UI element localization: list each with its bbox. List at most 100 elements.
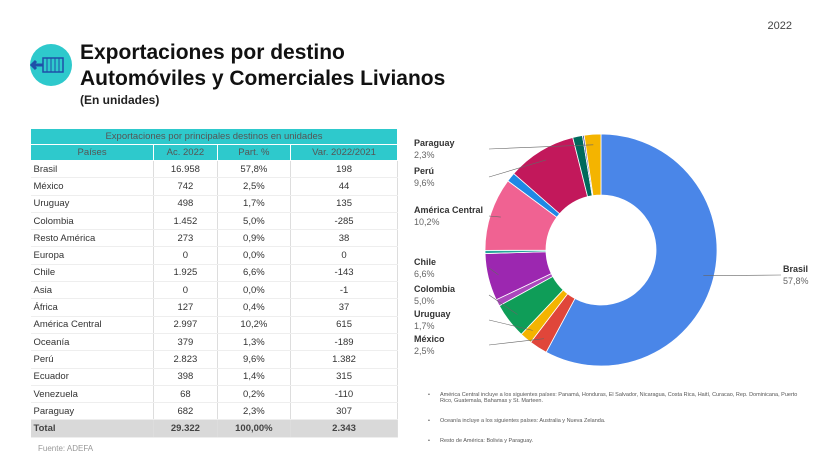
- slice-label-pct: 9,6%: [414, 178, 435, 188]
- table-cell: -110: [290, 385, 398, 404]
- table-cell: 2,5%: [217, 177, 292, 196]
- table-row: Asia 0 0,0% -1: [30, 281, 398, 300]
- table-row: América Central 2.997 10,2% 615: [30, 316, 398, 334]
- table-cell: 0: [290, 246, 398, 265]
- table-row: México 742 2,5% 44: [30, 177, 398, 196]
- table-cell: México: [30, 177, 155, 196]
- total-cell: Total: [30, 419, 155, 438]
- slice-label-pct: 6,6%: [414, 269, 435, 279]
- slice-label-pct: 10,2%: [414, 217, 440, 227]
- table-cell: Colombia: [30, 212, 155, 231]
- leader-line: [488, 159, 547, 178]
- table-cell: -285: [290, 212, 398, 231]
- table-cell: 6,6%: [217, 264, 292, 283]
- table-cell: 127: [153, 298, 218, 317]
- table-cell: Perú: [30, 350, 155, 369]
- slice-label: Perú 9,6%: [414, 165, 435, 189]
- table-cell: 0,4%: [217, 298, 292, 317]
- table-cell: 2.997: [153, 316, 218, 334]
- leader-line: [488, 294, 518, 315]
- table-cell: 1.925: [153, 264, 218, 283]
- leader-line: [488, 215, 501, 218]
- table-row: Resto América 273 0,9% 38: [30, 229, 398, 248]
- slice-brasil[interactable]: [545, 133, 718, 367]
- table-cell: Brasil: [30, 160, 155, 179]
- table-cell: Chile: [30, 264, 155, 283]
- table-cell: 10,2%: [217, 316, 292, 334]
- table-row: Paraguay 682 2,3% 307: [30, 402, 398, 421]
- slice-label: Brasil 57,8%: [783, 263, 809, 287]
- table-row: Chile 1.925 6,6% -143: [30, 264, 398, 283]
- table-row: Brasil 16.958 57,8% 198: [30, 160, 398, 179]
- table-cell: 615: [290, 316, 398, 334]
- slice-label: Chile 6,6%: [414, 256, 436, 280]
- leader-line: [488, 338, 544, 346]
- footnote: América Central incluye a los siguientes…: [428, 392, 798, 404]
- leader-line: [703, 274, 782, 277]
- slice-label-pct: 5,0%: [414, 296, 435, 306]
- table-cell: 0,0%: [217, 281, 292, 300]
- table-cell: 9,6%: [217, 350, 292, 369]
- table-cell: 38: [290, 229, 398, 248]
- table-row: Venezuela 68 0,2% -110: [30, 385, 398, 404]
- slice-label: Paraguay 2,3%: [414, 137, 455, 161]
- table-cell: 0: [153, 281, 218, 300]
- slice-label-pct: 2,3%: [414, 150, 435, 160]
- footnote: Resto de América: Bolivia y Paraguay.: [428, 438, 798, 444]
- table-cell: 379: [153, 333, 218, 352]
- table-cell: 5,0%: [217, 212, 292, 231]
- exports-table: Exportaciones por principales destinos e…: [29, 128, 398, 438]
- column-header: Ac. 2022: [153, 144, 218, 161]
- column-header: Part. %: [216, 144, 292, 161]
- table-total-row: Total 29.322 100,00% 2.343: [30, 419, 398, 438]
- table-cell: 135: [290, 195, 398, 213]
- table-cell: Europa: [30, 246, 155, 265]
- table-cell: América Central: [30, 316, 155, 334]
- table-cell: 315: [290, 368, 398, 386]
- total-cell: 100,00%: [217, 419, 292, 438]
- table-cell: 16.958: [153, 160, 218, 179]
- table-cell: Paraguay: [30, 402, 155, 421]
- table-cell: 0,9%: [217, 229, 292, 248]
- page-title: Exportaciones por destino Automóviles y C…: [80, 41, 446, 90]
- slice-label-name: Brasil: [783, 264, 809, 274]
- table-cell: 273: [153, 229, 218, 248]
- table-cell: Venezuela: [30, 385, 155, 404]
- table-row: Oceanía 379 1,3% -189: [30, 333, 398, 352]
- table-cell: 0: [153, 246, 218, 265]
- slice-paraguay[interactable]: [583, 133, 602, 197]
- table-cell: 1.452: [153, 212, 218, 231]
- table-cell: 2,3%: [217, 402, 292, 421]
- table-row: Colombia 1.452 5,0% -285: [30, 212, 398, 231]
- slice-label: Uruguay 1,7%: [414, 308, 451, 332]
- leader-line: [488, 319, 533, 331]
- table-row: Ecuador 398 1,4% 315: [30, 368, 398, 386]
- slice-label: América Central 10,2%: [414, 204, 483, 228]
- slice-label-pct: 2,5%: [414, 346, 435, 356]
- table-cell: 37: [290, 298, 398, 317]
- table-row: África 127 0,4% 37: [30, 298, 398, 317]
- footnotes: América Central incluye a los siguientes…: [428, 392, 798, 458]
- table-cell: 742: [153, 177, 218, 196]
- table-cell: Uruguay: [30, 195, 155, 213]
- table-cell: -189: [290, 333, 398, 352]
- slice-label-name: México: [414, 334, 445, 344]
- table-cell: 57,8%: [217, 160, 292, 179]
- source-note: Fuente: ADEFA: [38, 444, 94, 453]
- slice-label-name: Chile: [414, 257, 437, 267]
- slice-label-name: Paraguay: [414, 138, 455, 148]
- table-cell: 2.823: [153, 350, 218, 369]
- table-cell: 198: [290, 160, 398, 179]
- table-cell: 1,7%: [217, 195, 292, 213]
- column-header: Países: [29, 144, 155, 161]
- table-cell: 307: [290, 402, 398, 421]
- leader-line: [488, 144, 594, 150]
- table-cell: 68: [153, 385, 218, 404]
- table-cell: 682: [153, 402, 218, 421]
- table-cell: 498: [153, 195, 218, 213]
- slice-label: México 2,5%: [414, 333, 445, 357]
- slice-label: Colombia 5,0%: [414, 283, 455, 307]
- table-cell: Ecuador: [30, 368, 155, 386]
- table-cell: Asia: [30, 281, 155, 300]
